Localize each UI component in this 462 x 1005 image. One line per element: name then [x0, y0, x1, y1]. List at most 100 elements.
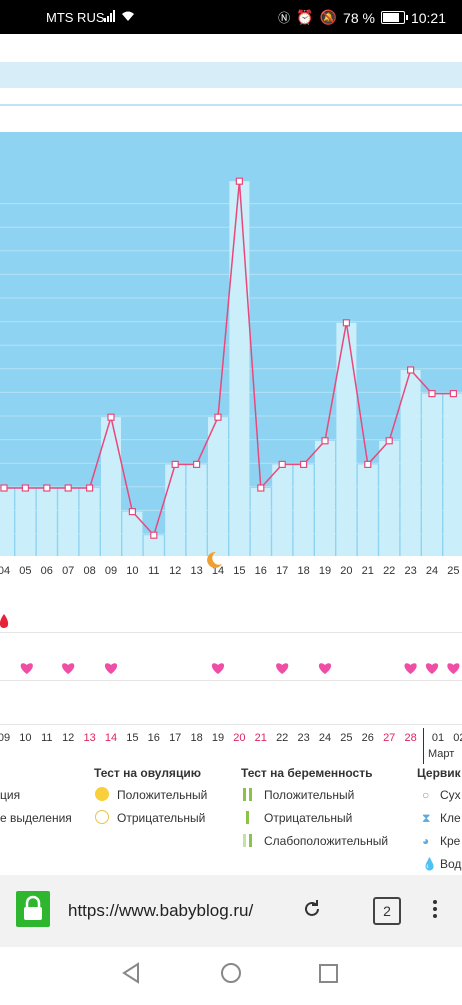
data-point: [0, 484, 8, 492]
chart-bar: [0, 488, 14, 556]
cycle-date: 12: [62, 732, 75, 744]
drop-icon: [0, 614, 9, 628]
recents-icon[interactable]: [319, 964, 338, 983]
x-tick-label: 25: [447, 565, 459, 577]
legend-item: е выделения: [0, 811, 72, 825]
double-bar-icon: [243, 788, 246, 801]
cycle-date: 14: [104, 732, 118, 744]
data-point: [342, 319, 350, 327]
ovulation-negative: Отрицательный: [117, 811, 206, 825]
cycle-date: 16: [147, 732, 160, 744]
data-point: [43, 484, 51, 492]
mute-icon: 🔕: [319, 9, 338, 25]
chart-bar: [400, 370, 421, 556]
divider: [0, 724, 462, 725]
data-point: [85, 484, 94, 492]
tab-switcher-button[interactable]: 2: [373, 897, 401, 925]
cycle-date: 27: [383, 732, 396, 744]
chart-bar: [143, 535, 164, 556]
home-icon[interactable]: [221, 963, 241, 983]
reload-icon[interactable]: [300, 897, 324, 921]
x-tick-label: 21: [362, 565, 374, 577]
battery-icon: [380, 11, 408, 24]
x-tick-label: 20: [340, 565, 352, 577]
x-tick-label: 04: [0, 565, 10, 577]
battery-percent: 78 %: [343, 9, 375, 26]
chart-bar: [293, 464, 314, 556]
x-tick-label: 19: [319, 565, 331, 577]
x-tick-label: 12: [169, 565, 181, 577]
heart-icon: [211, 663, 225, 674]
secure-lock-button[interactable]: [16, 891, 50, 927]
chart-bar: [315, 440, 335, 556]
data-point: [364, 460, 372, 468]
data-point: [449, 390, 457, 398]
overflow-menu-icon[interactable]: [430, 897, 440, 925]
x-tick-label: 13: [190, 565, 202, 577]
data-point: [300, 460, 308, 468]
negative-dot-icon: [95, 810, 109, 824]
x-tick-label: 15: [233, 565, 245, 577]
hearts-row: [0, 614, 460, 674]
cervix-item: Вод: [440, 857, 462, 871]
chart-bar: [36, 488, 57, 556]
cycle-date: 23: [297, 732, 310, 744]
data-point: [193, 460, 201, 468]
data-point: [235, 177, 243, 185]
cervix-item: Кре: [440, 834, 461, 848]
cycle-date: 20: [233, 732, 246, 744]
dry-icon: ○: [422, 788, 430, 802]
status-bar: MTS RUS Ⓝ ⏰ 🔕 78 % 10:21: [0, 0, 462, 34]
chart-bar: [101, 417, 121, 556]
temperature-chart: 04 05 06 07 08 09 10 11 12 13 14 15 16 17 18 19 20 21 22 23…: [0, 132, 462, 584]
chart-bar: [272, 464, 293, 556]
data-point: [107, 413, 115, 421]
x-tick-label: 18: [297, 565, 309, 577]
data-point: [64, 484, 72, 492]
heart-icon: [20, 663, 33, 674]
data-point: [171, 460, 179, 468]
url-field[interactable]: https://www.babyblog.ru/: [68, 901, 254, 920]
chart-bar: [443, 393, 462, 556]
positive-dot-icon: [95, 787, 109, 801]
cycle-date: 15: [126, 732, 139, 744]
cycle-date: 28: [404, 732, 417, 744]
x-tick-label: 06: [41, 565, 53, 577]
back-icon[interactable]: [122, 962, 139, 984]
data-point: [128, 508, 136, 516]
data-point: [407, 366, 415, 374]
header-band: [0, 62, 462, 88]
data-point: [150, 531, 158, 539]
heart-icon: [104, 663, 118, 674]
lock-icon: [24, 895, 42, 920]
x-tick-label: 11: [148, 565, 159, 577]
nfc-icon: Ⓝ: [278, 11, 291, 25]
chart-bar: [229, 181, 250, 556]
pregnancy-weak: Слабоположительный: [264, 834, 389, 848]
heart-icon: [425, 663, 439, 674]
chart-bar: [122, 511, 143, 556]
pregnancy-positive: Положительный: [264, 788, 355, 802]
x-tick-label: 05: [19, 565, 31, 577]
data-point: [257, 484, 265, 492]
cycle-date: 11: [41, 732, 53, 744]
chart-bar: [58, 488, 79, 556]
weak-bar-icon: [243, 834, 246, 847]
cycle-date: 26: [361, 732, 374, 744]
data-point: [278, 460, 286, 468]
cycle-date: 10: [19, 732, 32, 744]
chart-bar: [379, 440, 400, 556]
pregnancy-negative: Отрицательный: [264, 811, 353, 825]
browser-toolbar: https://www.babyblog.ru/ 2: [0, 875, 462, 947]
chart-bar: [357, 464, 378, 556]
x-tick-label: 23: [404, 565, 416, 577]
cycle-date: 17: [169, 732, 182, 744]
chart-bar: [336, 322, 357, 556]
markers-rows: [0, 584, 462, 724]
cycle-date: 13: [83, 732, 96, 744]
data-point: [428, 390, 436, 398]
cycle-date: 25: [340, 732, 353, 744]
cycle-date: 02: [453, 732, 462, 744]
legend: ция е выделения Тест на овуляцию Положит…: [0, 762, 462, 871]
x-tick-label: 07: [62, 565, 74, 577]
